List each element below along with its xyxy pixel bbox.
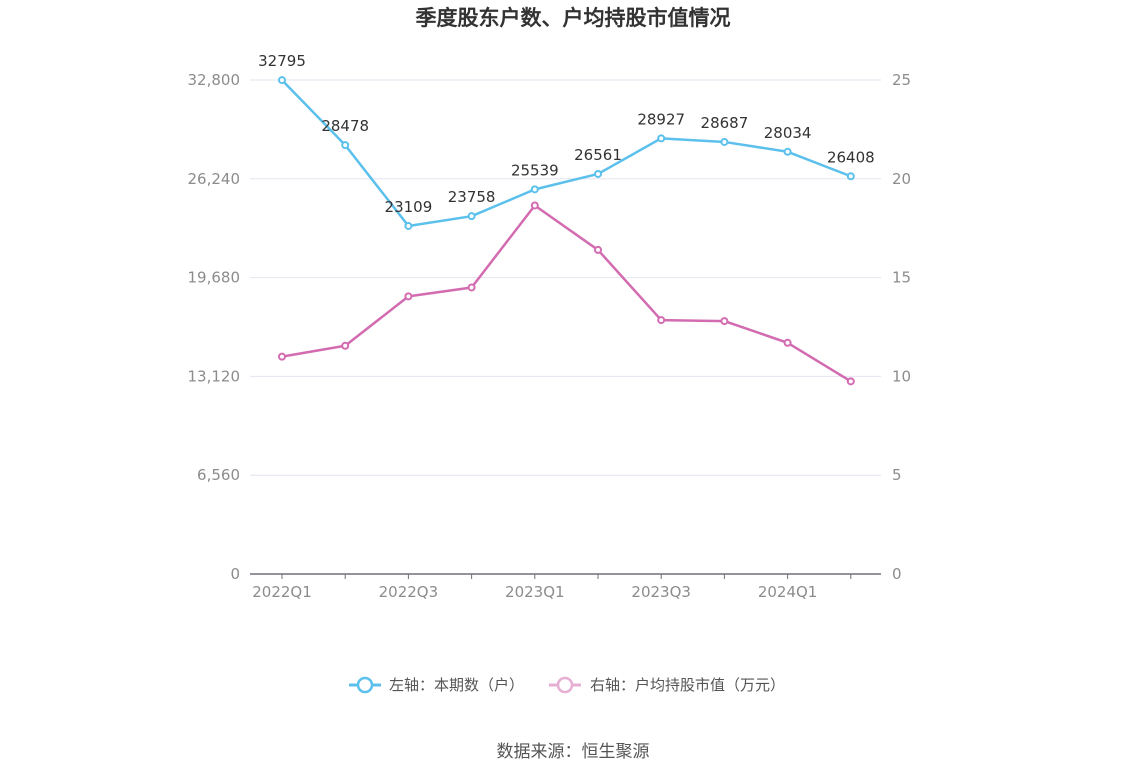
right-axis-tick-label: 20 bbox=[892, 170, 911, 188]
left-series-point[interactable] bbox=[278, 76, 286, 85]
left-series-point[interactable] bbox=[594, 169, 602, 178]
source-note: 数据来源：恒生聚源 bbox=[497, 742, 650, 762]
right-series-line bbox=[281, 204, 852, 383]
x-axis-tick-label: 2024Q1 bbox=[758, 583, 818, 601]
left-axis-tick-label: 13,120 bbox=[188, 367, 241, 385]
x-axis-tick-label: 2023Q1 bbox=[505, 583, 565, 601]
right-axis-tick-label: 25 bbox=[892, 71, 911, 89]
left-axis-tick-label: 32,800 bbox=[188, 71, 241, 89]
right-axis-tick-label: 0 bbox=[892, 565, 902, 583]
left-series-data-label: 28687 bbox=[701, 114, 749, 132]
left-series-data-label: 23758 bbox=[448, 188, 496, 206]
right-series-point[interactable] bbox=[278, 352, 286, 361]
x-axis-tick-label: 2022Q1 bbox=[252, 583, 312, 601]
left-series-data-label: 23109 bbox=[385, 198, 433, 216]
right-series-point[interactable] bbox=[657, 316, 666, 325]
legend-item-left-series[interactable]: 左轴：本期数（户） bbox=[349, 676, 524, 694]
left-series-data-label: 25539 bbox=[511, 161, 559, 179]
left-series-point[interactable] bbox=[657, 134, 666, 143]
right-series-point[interactable] bbox=[846, 377, 855, 386]
left-series-line bbox=[281, 79, 852, 228]
left-series-data-label: 26561 bbox=[574, 146, 622, 164]
left-series-data-label: 28927 bbox=[637, 110, 685, 128]
right-series-point[interactable] bbox=[404, 292, 413, 301]
left-series-point[interactable] bbox=[530, 185, 539, 194]
legend-label-left-series: 左轴：本期数（户） bbox=[389, 676, 524, 694]
left-series-point[interactable] bbox=[783, 147, 792, 156]
legend-marker-left-series bbox=[356, 676, 374, 694]
left-series-data-label: 28034 bbox=[764, 124, 812, 142]
right-series-point[interactable] bbox=[783, 338, 792, 347]
grid-lines bbox=[250, 79, 881, 476]
left-axis-tick-label: 26,240 bbox=[188, 170, 241, 188]
left-series-point[interactable] bbox=[846, 172, 855, 181]
right-series-point[interactable] bbox=[467, 283, 476, 292]
right-series-point[interactable] bbox=[720, 317, 729, 326]
right-axis-tick-label: 5 bbox=[892, 466, 902, 484]
left-axis-tick-label: 19,680 bbox=[188, 269, 241, 287]
left-axis-tick-label: 0 bbox=[230, 565, 240, 583]
x-axis-tick-label: 2023Q3 bbox=[631, 583, 691, 601]
chart-title: 季度股东户数、户均持股市值情况 bbox=[416, 6, 731, 30]
left-series-point[interactable] bbox=[404, 221, 413, 230]
left-series-point[interactable] bbox=[341, 141, 350, 150]
left-series-point[interactable] bbox=[467, 212, 476, 221]
left-series-data-label: 28478 bbox=[321, 117, 369, 135]
right-series-point[interactable] bbox=[594, 245, 602, 254]
x-axis-tick-label: 2022Q3 bbox=[379, 583, 439, 601]
left-series-point[interactable] bbox=[720, 137, 729, 146]
left-series-data-label: 32795 bbox=[258, 52, 306, 70]
right-axis-tick-label: 15 bbox=[892, 269, 911, 287]
legend: 左轴：本期数（户） 右轴：户均持股市值（万元） bbox=[349, 676, 785, 694]
data-labels: 32795 28478 23109 23758 25539 26561 28927 28687… bbox=[258, 52, 875, 216]
legend-marker-right-series bbox=[556, 676, 574, 694]
right-series-point[interactable] bbox=[530, 201, 539, 210]
legend-item-right-series[interactable]: 右轴：户均持股市值（万元） bbox=[549, 676, 785, 694]
series-layer bbox=[278, 76, 855, 386]
left-series-data-label: 26408 bbox=[827, 148, 875, 166]
right-axis-tick-label: 10 bbox=[892, 367, 911, 385]
left-axis-tick-label: 6,560 bbox=[197, 466, 240, 484]
legend-label-right-series: 右轴：户均持股市值（万元） bbox=[590, 676, 785, 694]
right-series-point[interactable] bbox=[341, 341, 350, 350]
axes: 0 6,560 13,120 19,680 26,240 32,800 0 5 10 15 20 25… bbox=[188, 71, 912, 601]
